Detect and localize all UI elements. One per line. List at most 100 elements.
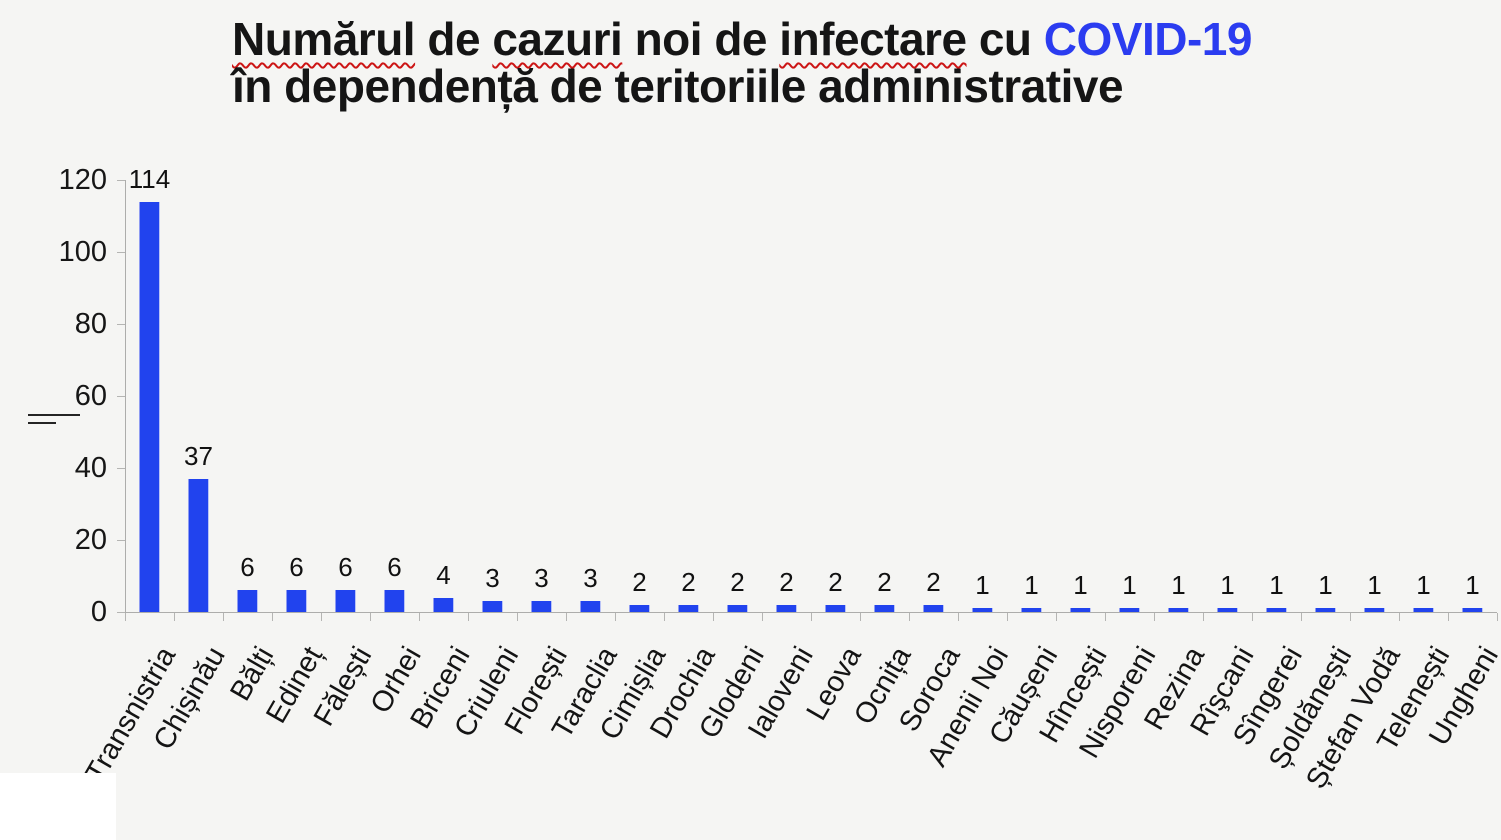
x-axis-tick [566, 613, 567, 621]
x-axis-tick [272, 613, 273, 621]
y-axis-tick-label: 40 [74, 452, 107, 484]
x-axis-tick [517, 613, 518, 621]
bar [629, 604, 650, 612]
bar [1364, 608, 1385, 612]
x-axis-tick [125, 613, 126, 621]
bar-value-label: 2 [779, 566, 794, 597]
bar-value-label: 1 [975, 570, 990, 601]
bar [580, 601, 601, 612]
bar-value-label: 1 [1367, 570, 1382, 601]
x-axis-tick [615, 613, 616, 621]
y-axis-tick [117, 468, 125, 469]
bar-value-label: 2 [730, 566, 745, 597]
bar-value-label: 2 [877, 566, 892, 597]
x-axis-tick [1399, 613, 1400, 621]
chart-title-line1: Numărul de cazuri noi de infectare cu CO… [232, 13, 1252, 65]
title-word-misspelled: cazuri [492, 13, 623, 65]
bar [678, 604, 699, 612]
bar [384, 590, 405, 612]
bar [433, 597, 454, 612]
chart-title-line2: în dependență de teritoriile administrat… [232, 60, 1124, 112]
x-axis-tick [1350, 613, 1351, 621]
x-axis-tick [958, 613, 959, 621]
x-axis-tick [370, 613, 371, 621]
bar [874, 604, 895, 612]
y-axis-tick [117, 612, 125, 613]
bar-value-label: 1 [1122, 570, 1137, 601]
bar [1413, 608, 1434, 612]
bar-value-label: 1 [1220, 570, 1235, 601]
bar-value-label: 6 [240, 552, 255, 583]
bar-value-label: 1 [1024, 570, 1039, 601]
bar [1266, 608, 1287, 612]
bar [1315, 608, 1336, 612]
bar-value-label: 2 [926, 566, 941, 597]
y-axis-tick-label: 120 [58, 164, 107, 196]
bar [972, 608, 993, 612]
y-axis-tick [117, 540, 125, 541]
x-axis-tick [1056, 613, 1057, 621]
bar [1168, 608, 1189, 612]
x-axis-tick [468, 613, 469, 621]
bar-value-label: 6 [387, 552, 402, 583]
bar-value-label: 3 [534, 563, 549, 594]
x-axis-tick [1448, 613, 1449, 621]
x-axis-tick [811, 613, 812, 621]
x-axis-tick [713, 613, 714, 621]
bar-value-label: 1 [1416, 570, 1431, 601]
y-axis-tick [117, 180, 125, 181]
x-axis-tick [174, 613, 175, 621]
bar-value-label: 114 [128, 163, 171, 194]
y-axis-tick-label: 60 [74, 380, 107, 412]
x-axis-tick [664, 613, 665, 621]
bar-value-label: 3 [485, 563, 500, 594]
stray-equals-mark-top [28, 414, 80, 416]
bar-value-label: 6 [289, 552, 304, 583]
y-axis-line [125, 180, 126, 612]
bar-value-label: 1 [1269, 570, 1284, 601]
bar [727, 604, 748, 612]
bar-value-label: 3 [583, 563, 598, 594]
x-axis-tick [223, 613, 224, 621]
bar-value-label: 1 [1465, 570, 1480, 601]
x-axis-tick [419, 613, 420, 621]
bar-value-label: 1 [1171, 570, 1186, 601]
x-axis-tick [1301, 613, 1302, 621]
bar [237, 590, 258, 612]
bar-value-label: 37 [184, 440, 213, 471]
bar [286, 590, 307, 612]
x-axis-tick [1105, 613, 1106, 621]
bar [923, 604, 944, 612]
bar [776, 604, 797, 612]
y-axis-tick-label: 0 [90, 596, 107, 628]
clipping-box [0, 773, 116, 840]
bar [1021, 608, 1042, 612]
y-axis-tick [117, 252, 125, 253]
bar [1070, 608, 1091, 612]
bar-value-label: 4 [436, 559, 451, 590]
bar [1217, 608, 1238, 612]
y-axis-tick [117, 324, 125, 325]
bar [335, 590, 356, 612]
bar [482, 601, 503, 612]
y-axis-tick-label: 100 [58, 236, 107, 268]
title-word-misspelled: Numărul [232, 13, 416, 65]
x-axis-tick [1203, 613, 1204, 621]
y-axis-tick [117, 396, 125, 397]
bar-value-label: 1 [1318, 570, 1333, 601]
bar [188, 478, 209, 612]
bar [531, 601, 552, 612]
bar-value-label: 2 [632, 566, 647, 597]
x-axis-tick [909, 613, 910, 621]
x-axis-tick [762, 613, 763, 621]
title-word-misspelled: infectare [779, 13, 967, 65]
x-axis-tick [1154, 613, 1155, 621]
bar-value-label: 6 [338, 552, 353, 583]
x-axis-tick [1007, 613, 1008, 621]
bar [825, 604, 846, 612]
stray-equals-mark-bottom [28, 422, 56, 424]
x-axis-tick [1252, 613, 1253, 621]
bar-value-label: 1 [1073, 570, 1088, 601]
y-axis-tick-label: 20 [74, 524, 107, 556]
y-axis-tick-label: 80 [74, 308, 107, 340]
